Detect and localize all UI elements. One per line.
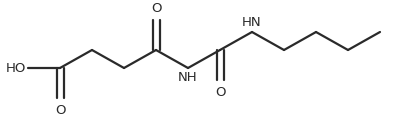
Text: HO: HO	[6, 62, 26, 74]
Text: HN: HN	[242, 16, 262, 29]
Text: O: O	[55, 103, 65, 117]
Text: NH: NH	[178, 71, 198, 84]
Text: O: O	[215, 86, 225, 98]
Text: O: O	[151, 1, 161, 15]
